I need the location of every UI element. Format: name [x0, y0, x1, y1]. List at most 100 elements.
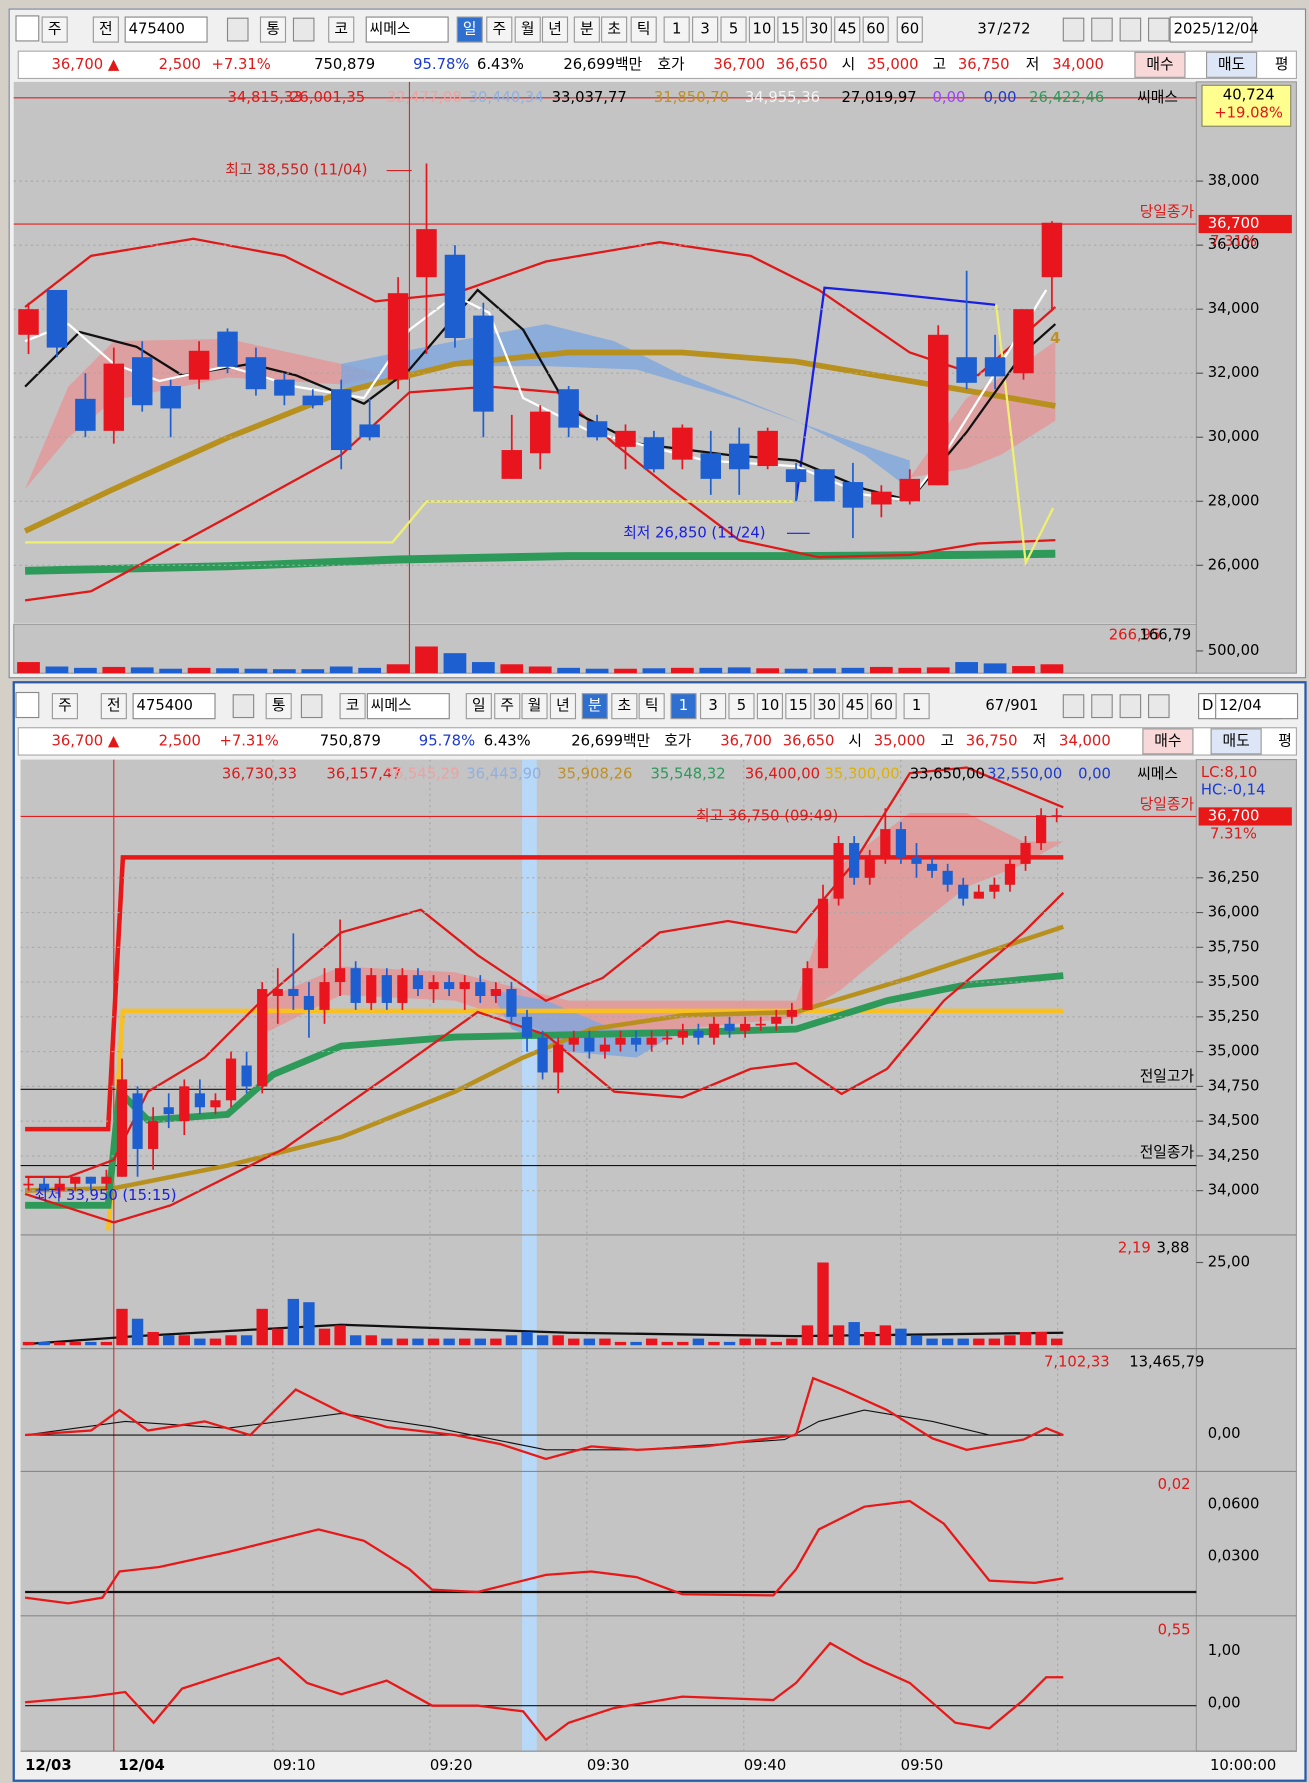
toolbar-button[interactable]	[805, 16, 832, 43]
toolbar-button[interactable]	[486, 16, 513, 43]
toolbar-button[interactable]	[601, 16, 628, 43]
toolbar-text[interactable]: 년	[556, 697, 570, 714]
input-box[interactable]	[366, 693, 450, 720]
icon-button[interactable]	[1062, 17, 1085, 42]
toolbar-text[interactable]: 475400	[137, 697, 193, 714]
toolbar-text[interactable]: D	[1202, 697, 1213, 714]
toolbar-button[interactable]	[903, 693, 930, 720]
toolbar-button[interactable]	[630, 16, 657, 43]
input-box[interactable]	[1215, 693, 1299, 720]
toolbar-button[interactable]	[728, 693, 755, 720]
sell-button[interactable]	[1210, 728, 1262, 755]
toolbar-button[interactable]	[862, 16, 889, 43]
toolbar-text[interactable]: 주	[48, 21, 62, 38]
toolbar-button[interactable]	[339, 693, 366, 720]
toolbar-text[interactable]: /901	[1005, 697, 1038, 714]
toolbar-button[interactable]	[265, 693, 292, 720]
info-text[interactable]: 매수	[1146, 56, 1173, 73]
input-box[interactable]	[365, 16, 449, 43]
icon-button[interactable]	[1148, 17, 1170, 42]
toolbar-text[interactable]: 45	[846, 697, 865, 714]
toolbar-button[interactable]	[842, 693, 869, 720]
toolbar-button[interactable]	[699, 693, 727, 720]
icon-button[interactable]	[1148, 694, 1170, 719]
buy-button[interactable]	[1142, 728, 1194, 755]
toolbar-text[interactable]: 주	[492, 21, 506, 38]
toolbar-text[interactable]: 1	[679, 697, 688, 714]
toolbar-button[interactable]	[834, 16, 861, 43]
toolbar-button[interactable]	[756, 693, 783, 720]
toolbar-text[interactable]: 틱	[645, 697, 659, 714]
toolbar-button[interactable]	[456, 16, 483, 43]
toolbar-button[interactable]	[813, 693, 840, 720]
info-text[interactable]: 평	[1275, 56, 1289, 73]
toolbar-text[interactable]: 주	[58, 697, 72, 714]
toolbar-button[interactable]	[259, 16, 287, 43]
toolbar-text[interactable]: 코	[346, 697, 360, 714]
toolbar-text[interactable]: 15	[781, 21, 800, 38]
toolbar-button[interactable]	[581, 693, 608, 720]
toolbar-text[interactable]: 1	[672, 21, 681, 38]
icon-button[interactable]	[232, 694, 255, 719]
toolbar-text[interactable]: 10	[753, 21, 772, 38]
input-box[interactable]	[132, 693, 216, 720]
toolbar-text[interactable]: 년	[548, 21, 562, 38]
toolbar-text[interactable]: 초	[618, 697, 632, 714]
toolbar-text[interactable]: 67	[985, 697, 1004, 714]
icon-button[interactable]	[1091, 694, 1113, 719]
toolbar-text[interactable]: 60	[874, 697, 893, 714]
toolbar-button[interactable]	[41, 16, 68, 43]
icon-button[interactable]	[300, 694, 323, 719]
toolbar-button[interactable]	[611, 693, 638, 720]
toolbar-text[interactable]: 37	[977, 21, 996, 38]
toolbar-button[interactable]	[896, 16, 923, 43]
toolbar-text[interactable]: 30	[809, 21, 828, 38]
toolbar-button[interactable]	[51, 693, 78, 720]
icon-button[interactable]	[1119, 694, 1142, 719]
info-text[interactable]: 평	[1278, 732, 1292, 749]
toolbar-text[interactable]: 60	[866, 21, 885, 38]
toolbar-text[interactable]: 5	[737, 697, 746, 714]
icon-button[interactable]	[292, 17, 315, 42]
toolbar-text[interactable]: 30	[817, 697, 836, 714]
toolbar-button[interactable]	[870, 693, 897, 720]
toolbar-text[interactable]: /272	[997, 21, 1030, 38]
toolbar-text[interactable]: 45	[838, 21, 857, 38]
toolbar-button[interactable]	[573, 16, 600, 43]
input-box[interactable]	[1169, 16, 1253, 43]
toolbar-text[interactable]: 전	[99, 21, 113, 38]
toolbar-button[interactable]	[748, 16, 776, 43]
toolbar-text[interactable]: 분	[588, 697, 602, 714]
toolbar-button[interactable]	[785, 693, 812, 720]
toolbar-text[interactable]: 분	[580, 21, 594, 38]
icon-button[interactable]	[1119, 17, 1142, 42]
toolbar-text[interactable]: 통	[272, 697, 286, 714]
toolbar-text[interactable]: 씨메스	[371, 697, 412, 714]
buy-button[interactable]	[1134, 51, 1186, 78]
toolbar-button[interactable]	[328, 16, 355, 43]
toolbar-button[interactable]	[670, 693, 697, 720]
toolbar-text[interactable]: 틱	[637, 21, 651, 38]
toolbar-text[interactable]: 일	[472, 697, 486, 714]
sell-button[interactable]	[1206, 51, 1258, 78]
toolbar-text[interactable]: 475400	[129, 21, 185, 38]
toolbar-button[interactable]	[465, 693, 492, 720]
icon-button[interactable]	[1062, 694, 1085, 719]
toolbar-text[interactable]: 5	[729, 21, 738, 38]
toolbar-text[interactable]: 코	[334, 21, 348, 38]
toolbar-button[interactable]	[549, 693, 577, 720]
toolbar-button[interactable]	[514, 16, 541, 43]
icon-button[interactable]	[1091, 17, 1113, 42]
toolbar-text[interactable]: 2025/12/04	[1174, 21, 1259, 38]
info-text[interactable]: 매수	[1154, 732, 1181, 749]
toolbar-text[interactable]: 3	[708, 697, 717, 714]
toolbar-text[interactable]: 주	[500, 697, 514, 714]
info-text[interactable]: 매도	[1223, 732, 1250, 749]
toolbar-text[interactable]: 월	[528, 697, 542, 714]
info-text[interactable]: 매도	[1218, 56, 1245, 73]
toolbar-text[interactable]: 초	[607, 21, 621, 38]
icon-button[interactable]	[226, 17, 249, 42]
toolbar-text[interactable]: 60	[900, 21, 919, 38]
toolbar-text[interactable]: 1	[912, 697, 921, 714]
input-box[interactable]	[124, 16, 208, 43]
